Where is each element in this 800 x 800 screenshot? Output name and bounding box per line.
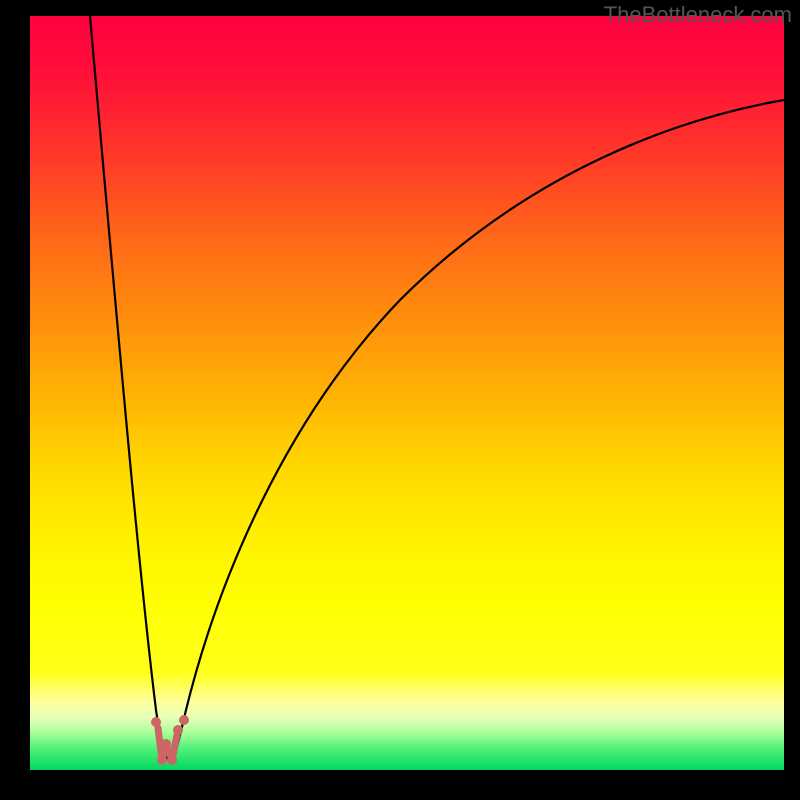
watermark-text: TheBottleneck.com (604, 2, 792, 28)
curve-right-branch (173, 100, 784, 760)
curve-layer (0, 0, 800, 800)
trough-marks-group (151, 715, 189, 765)
trough-dot (179, 715, 189, 725)
curve-left-branch (90, 16, 168, 760)
chart-container: TheBottleneck.com (0, 0, 800, 800)
trough-dot (173, 725, 183, 735)
